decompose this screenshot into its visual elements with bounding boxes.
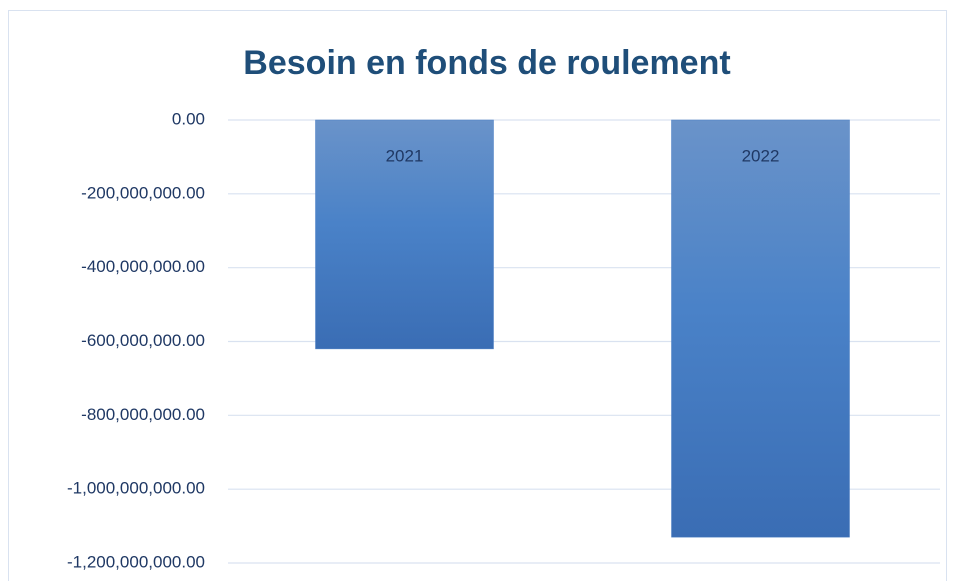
bar [315, 119, 494, 350]
chart-title: Besoin en fonds de roulement [243, 44, 730, 82]
y-tick-label: -800,000,000.00 [81, 405, 205, 424]
category-label: 2021 [386, 146, 424, 165]
y-tick-label: -200,000,000.00 [81, 183, 205, 202]
y-tick-label: 0.00 [172, 109, 205, 128]
bar [671, 119, 850, 538]
y-tick-label: -1,200,000,000.00 [67, 552, 205, 571]
y-tick-label: -600,000,000.00 [81, 331, 205, 350]
y-tick-label: -400,000,000.00 [81, 257, 205, 276]
category-label: 2022 [742, 146, 780, 165]
y-tick-label: -1,000,000,000.00 [67, 479, 205, 498]
